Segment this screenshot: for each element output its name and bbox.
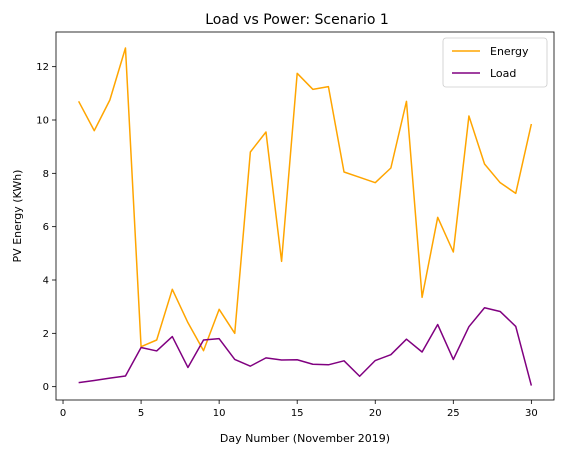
legend: Energy Load	[442, 37, 548, 88]
y-axis: 0 2 4 6 8 10 12	[36, 62, 56, 393]
y-axis-label: PV Energy (KWh)	[11, 170, 24, 263]
y-tick-label: 6	[43, 222, 49, 233]
plot-lines	[77, 47, 533, 386]
x-tick-label: 30	[525, 408, 538, 419]
plot-frame	[55, 31, 555, 401]
series-line-energy	[77, 47, 533, 352]
y-tick-label: 8	[43, 169, 49, 180]
x-tick-label: 20	[369, 408, 382, 419]
y-tick-label: 10	[36, 116, 49, 127]
y-tick-label: 2	[43, 329, 49, 340]
x-axis-label: Day Number (November 2019)	[220, 432, 390, 445]
y-tick-label: 12	[36, 62, 49, 73]
x-tick-label: 5	[138, 408, 144, 419]
x-tick-label: 10	[213, 408, 226, 419]
x-tick-label: 25	[447, 408, 460, 419]
x-tick-label: 0	[60, 408, 66, 419]
series-line-load	[78, 306, 533, 386]
y-tick-label: 4	[43, 276, 49, 287]
x-axis: 0 5 10 15 20 25 30	[60, 400, 538, 419]
x-tick-label: 15	[291, 408, 304, 419]
chart-title: Load vs Power: Scenario 1	[205, 12, 389, 28]
legend-label-energy: Energy	[490, 45, 529, 58]
legend-label-load: Load	[490, 67, 516, 80]
y-tick-label: 0	[43, 382, 49, 393]
